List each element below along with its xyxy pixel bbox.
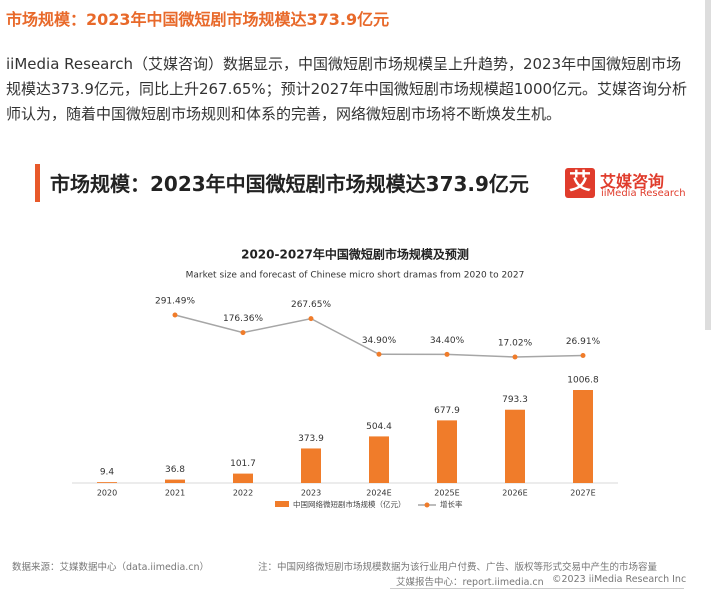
footer-rule [390, 588, 684, 589]
logo-icon: 艾 [565, 168, 595, 198]
x-tick-label: 2024E [366, 489, 391, 498]
bar-label: 1006.8 [567, 376, 599, 386]
bar [505, 409, 525, 483]
legend-label: 增长率 [440, 499, 463, 509]
chart-subtitle: Market size and forecast of Chinese micr… [186, 271, 525, 281]
bar-label: 101.7 [230, 459, 256, 469]
x-tick-label: 2023 [301, 489, 321, 498]
bar [233, 473, 253, 483]
legend-swatch [424, 502, 430, 508]
paragraph: iiMedia Research（艾媒咨询）数据显示，中国微短剧市场规模呈上升趋… [6, 55, 688, 123]
growth-point [376, 351, 382, 357]
bar [165, 479, 185, 483]
heading: 市场规模：2023年中国微短剧市场规模达373.9亿元 [6, 10, 390, 29]
copyright: ©2023 iiMedia Research Inc [552, 574, 687, 585]
bar-label: 373.9 [298, 434, 324, 444]
growth-label: 291.49% [155, 297, 195, 307]
growth-label: 267.65% [291, 300, 331, 310]
growth-label: 26.91% [566, 337, 601, 347]
growth-point [444, 351, 450, 357]
logo-en: iiMedia Research [601, 188, 686, 199]
growth-label: 34.90% [362, 336, 397, 346]
bar-label: 504.4 [366, 422, 392, 432]
legend-label: 中国网络微短剧市场规模（亿元） [293, 499, 406, 509]
scrollbar [705, 0, 711, 330]
bar-label: 677.9 [434, 406, 460, 416]
x-tick-label: 2027E [570, 489, 595, 498]
growth-point [512, 354, 518, 360]
growth-label: 17.02% [498, 339, 533, 349]
growth-label: 34.40% [430, 336, 465, 346]
growth-point [240, 330, 246, 336]
legend-swatch [275, 501, 289, 507]
growth-label: 176.36% [223, 314, 263, 324]
bar [369, 436, 389, 483]
bar-label: 793.3 [502, 395, 528, 405]
growth-point [580, 352, 586, 358]
growth-point [172, 312, 178, 318]
x-tick-label: 2025E [434, 489, 459, 498]
x-tick-label: 2022 [233, 489, 253, 498]
bar-label: 9.4 [100, 468, 115, 478]
bar [301, 448, 321, 483]
x-tick-label: 2021 [165, 489, 185, 498]
x-tick-label: 2026E [502, 489, 527, 498]
bar [97, 482, 117, 483]
bar [573, 390, 593, 483]
logo-name: 艾媒咨询 [600, 172, 665, 191]
x-tick-label: 2020 [97, 489, 117, 498]
bar [437, 420, 457, 483]
banner-accent [35, 164, 40, 202]
chart-title: 2020-2027年中国微短剧市场规模及预测 [241, 247, 469, 262]
note: 注：中国网络微短剧市场规模数据为该行业用户付费、广告、版权等形式交易中产生的市场… [258, 562, 658, 573]
source: 数据来源：艾媒数据中心（data.iimedia.cn） [12, 562, 210, 573]
banner-title: 市场规模：2023年中国微短剧市场规模达373.9亿元 [50, 172, 529, 196]
bar-label: 36.8 [165, 465, 185, 475]
report: 艾媒报告中心：report.iimedia.cn [396, 577, 544, 588]
growth-point [308, 316, 314, 322]
